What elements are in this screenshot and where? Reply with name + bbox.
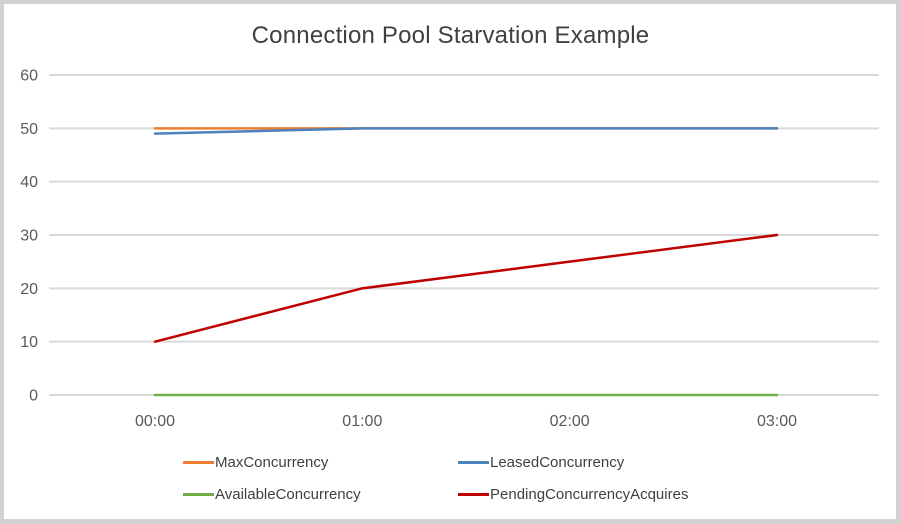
legend: MaxConcurrency LeasedConcurrency Availab…: [183, 454, 688, 503]
legend-label-pendingconcurrencyacquires: PendingConcurrencyAcquires: [490, 486, 689, 503]
chart-title: Connection Pool Starvation Example: [251, 22, 650, 49]
legend-label-availableconcurrency: AvailableConcurrency: [215, 486, 361, 503]
legend-item-leasedconcurrency: LeasedConcurrency: [458, 454, 688, 471]
chart-background: [4, 4, 896, 519]
legend-swatch-maxconcurrency: [183, 461, 214, 464]
legend-label-leasedconcurrency: LeasedConcurrency: [490, 454, 625, 471]
legend-item-pendingconcurrencyacquires: PendingConcurrencyAcquires: [458, 486, 688, 503]
legend-item-maxconcurrency: MaxConcurrency: [183, 454, 458, 471]
legend-swatch-pendingconcurrencyacquires: [458, 493, 489, 496]
legend-swatch-availableconcurrency: [183, 493, 214, 496]
legend-label-maxconcurrency: MaxConcurrency: [215, 454, 329, 471]
legend-swatch-leasedconcurrency: [458, 461, 489, 464]
legend-item-availableconcurrency: AvailableConcurrency: [183, 486, 458, 503]
